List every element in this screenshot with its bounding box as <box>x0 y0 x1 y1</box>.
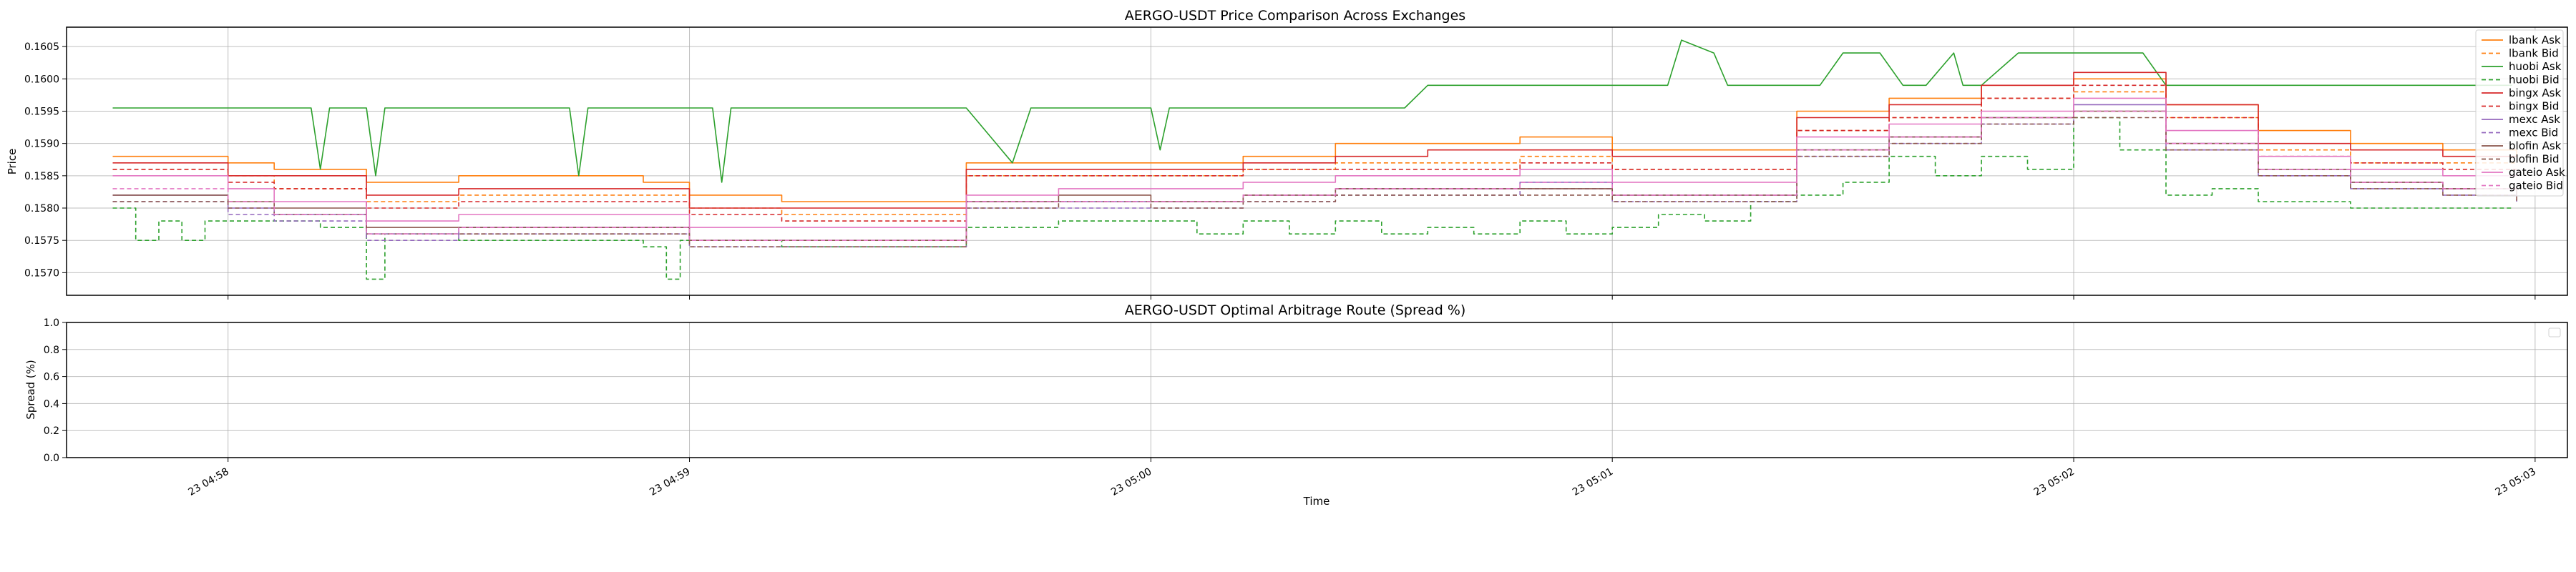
legend-entry: gateio Bid <box>2509 179 2563 192</box>
price-comparison-chart: AERGO-USDT Price Comparison Across Excha… <box>6 8 2568 300</box>
spread-y-tick-label: 0.6 <box>44 372 59 383</box>
legend-entry: lbank Ask <box>2509 34 2561 46</box>
spread-chart-ylabel: Spread (%) <box>24 360 37 420</box>
price-chart-y-ticks: 0.1570 0.1575 0.1580 0.1585 0.1590 0.1595 0.16… <box>24 41 67 279</box>
series-line-lbank-ask <box>112 78 2517 202</box>
spread-x-tick-label: 23 05:00 <box>1109 466 1153 498</box>
price-y-tick-label: 0.1570 <box>24 267 59 279</box>
series-line-huobi-ask <box>112 39 2512 183</box>
price-y-tick-label: 0.1605 <box>24 41 59 53</box>
legend-entry: huobi Bid <box>2509 74 2560 87</box>
series-line-gateio-ask <box>112 97 2517 228</box>
legend-entry: mexc Ask <box>2509 113 2560 126</box>
spread-y-tick-label: 0.2 <box>44 425 59 437</box>
series-line-huobi-bid <box>112 117 2512 280</box>
spread-chart: AERGO-USDT Optimal Arbitrage Route (Spre… <box>24 302 2568 508</box>
series-line-mexc-ask <box>112 104 2517 241</box>
series-line-mexc-bid <box>112 110 2517 247</box>
legend-entry: blofin Bid <box>2509 153 2560 166</box>
spread-x-tick-label: 23 05:03 <box>2494 466 2538 498</box>
price-chart-ylabel: Price <box>6 149 19 175</box>
series-line-lbank-bid <box>112 91 2517 215</box>
series-line-bingx-ask <box>112 72 2517 209</box>
price-y-tick-label: 0.1580 <box>24 203 59 214</box>
legend-entry: bingx Ask <box>2509 87 2561 99</box>
spread-chart-xlabel: Time <box>1303 495 1330 508</box>
spread-chart-frame <box>66 322 2568 458</box>
spread-x-tick-label: 23 05:01 <box>1571 466 1615 498</box>
spread-y-tick-label: 0.0 <box>44 453 59 464</box>
spread-chart-grid <box>67 322 2567 458</box>
spread-chart-title: AERGO-USDT Optimal Arbitrage Route (Spre… <box>1125 302 1466 318</box>
price-chart-title: AERGO-USDT Price Comparison Across Excha… <box>1125 8 1465 24</box>
spread-y-tick-label: 0.4 <box>44 398 59 410</box>
price-y-tick-label: 0.1595 <box>24 106 59 117</box>
price-y-tick-label: 0.1585 <box>24 171 59 182</box>
spread-chart-x-ticks: 23 04:58 23 04:59 23 05:00 23 05:01 23 05:02… <box>186 458 2538 498</box>
spread-x-tick-label: 23 04:59 <box>648 466 692 498</box>
price-legend-box <box>2475 29 2564 197</box>
spread-chart-empty-legend <box>2548 327 2561 337</box>
price-chart-x-ticks <box>228 295 2536 300</box>
legend-entry: gateio Ask <box>2509 166 2565 179</box>
price-y-tick-label: 0.1590 <box>24 139 59 150</box>
legend-entry: blofin Ask <box>2509 139 2562 152</box>
series-line-bingx-bid <box>112 84 2517 222</box>
legend-entry: mexc Bid <box>2509 127 2558 139</box>
spread-y-tick-label: 0.8 <box>44 345 59 356</box>
price-chart-grid <box>67 27 2567 295</box>
price-y-tick-label: 0.1575 <box>24 235 59 247</box>
price-y-tick-label: 0.1600 <box>24 74 59 85</box>
price-chart-series <box>112 39 2517 280</box>
spread-y-tick-label: 1.0 <box>44 317 59 329</box>
legend-entry: huobi Ask <box>2509 60 2562 73</box>
price-chart-frame <box>66 26 2568 296</box>
legend-entry: bingx Bid <box>2509 100 2559 113</box>
spread-x-tick-label: 23 04:58 <box>186 466 230 498</box>
spread-x-tick-label: 23 05:02 <box>2032 466 2077 498</box>
legend-entry: lbank Bid <box>2509 47 2559 60</box>
spread-chart-y-ticks: 0.0 0.2 0.4 0.6 0.8 1.0 <box>44 317 67 464</box>
series-line-gateio-bid <box>112 110 2517 241</box>
